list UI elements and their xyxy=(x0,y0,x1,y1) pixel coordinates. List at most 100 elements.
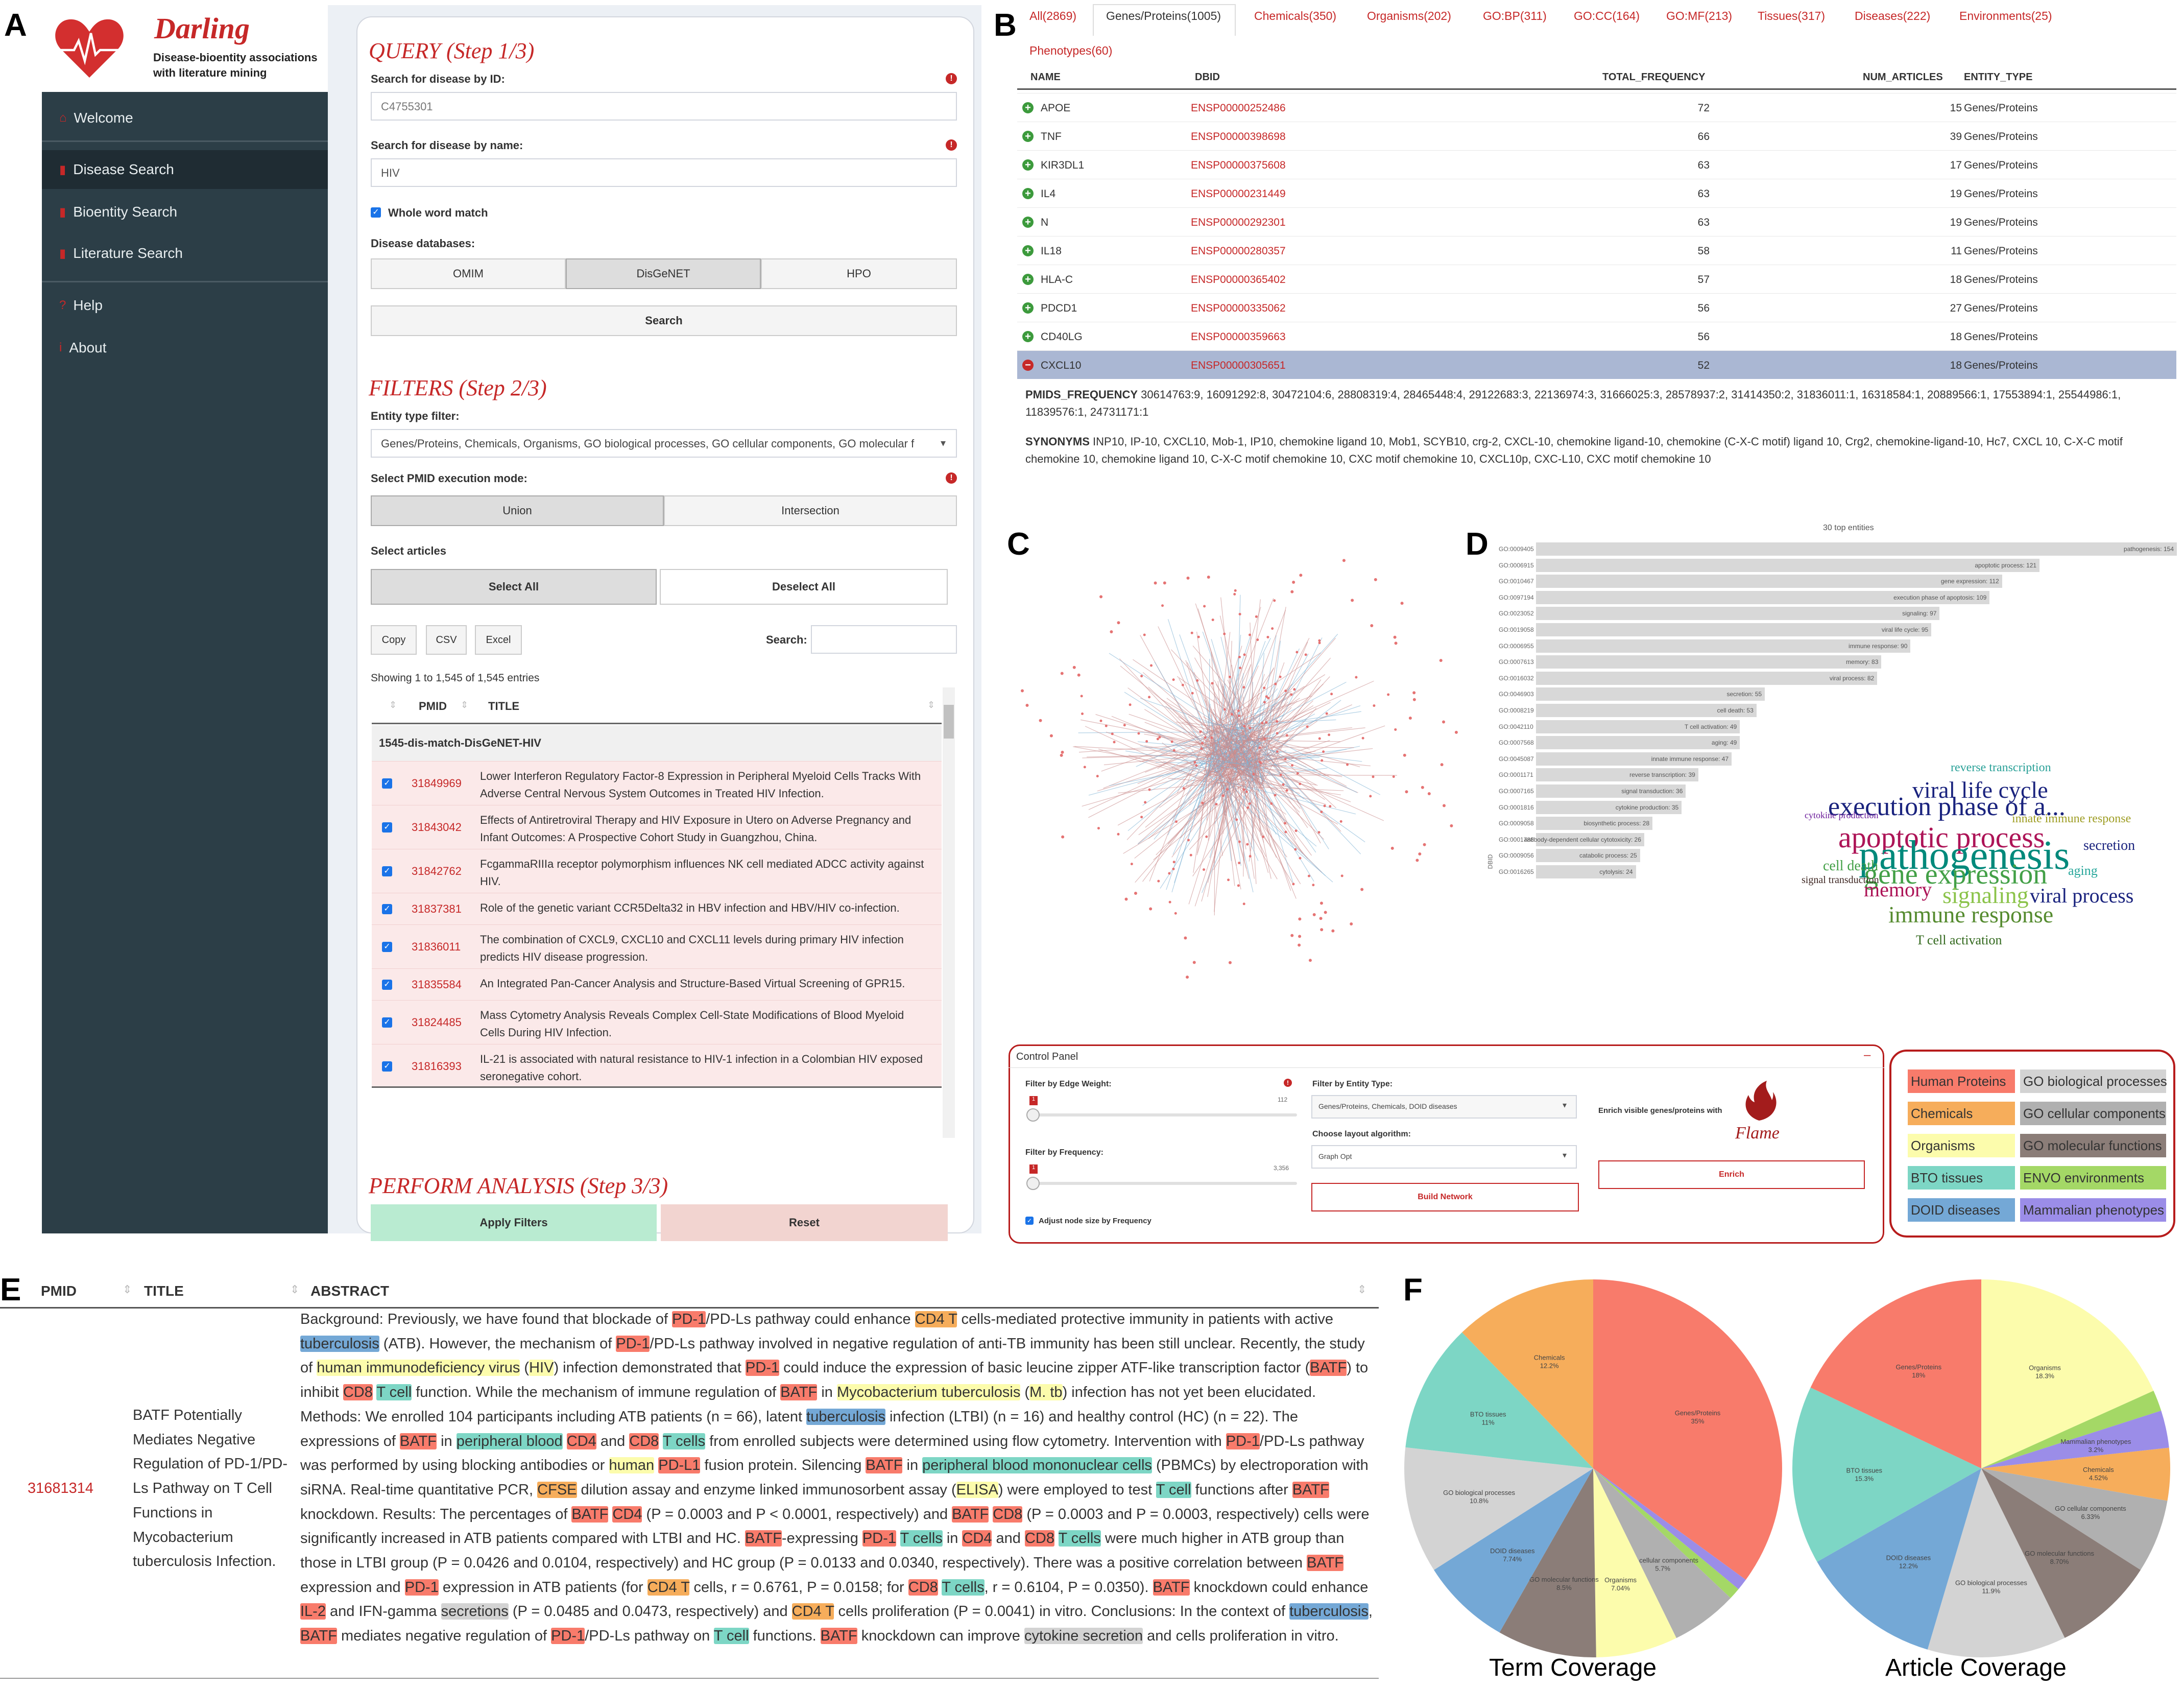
entity-highlight[interactable]: PD-1 xyxy=(616,1335,650,1352)
cell-dbid[interactable]: ENSP00000375608 xyxy=(1191,159,1286,171)
reset-button[interactable]: Reset xyxy=(661,1204,948,1241)
bar[interactable]: cytokine production: 35 xyxy=(1536,800,1682,814)
info-icon[interactable]: ! xyxy=(946,73,957,84)
app-logo[interactable]: Darling Disease-bioentity associations w… xyxy=(42,5,328,92)
table-search-input[interactable] xyxy=(811,625,957,654)
entity-highlight[interactable]: T cells xyxy=(1058,1530,1101,1547)
col-title[interactable]: TITLE xyxy=(144,1283,184,1299)
row-pmid[interactable]: 31836011 xyxy=(412,940,461,953)
disease-id-input[interactable]: C4755301 xyxy=(371,92,957,121)
entity-highlight[interactable]: T cells xyxy=(662,1433,706,1449)
bar[interactable]: catabolic process: 25 xyxy=(1536,849,1640,863)
row-pmid[interactable]: 31843042 xyxy=(412,821,462,834)
table-row[interactable]: + KIR3DL1 ENSP00000375608 63 17 Genes/Protein… xyxy=(1017,150,2176,179)
expand-icon[interactable]: + xyxy=(1022,188,1034,199)
entity-highlight[interactable]: CD8 xyxy=(1024,1530,1054,1547)
row-checkbox[interactable]: ✓ xyxy=(382,822,392,833)
disease-name-input[interactable]: HIV xyxy=(371,158,957,187)
bar[interactable]: reverse transcription: 39 xyxy=(1536,768,1698,782)
entity-highlight[interactable]: Mycobacterium tuberculosis xyxy=(836,1384,1021,1401)
entity-highlight[interactable]: BATF xyxy=(780,1384,818,1401)
entity-highlight[interactable]: peripheral blood mononuclear cells xyxy=(922,1457,1152,1474)
whole-word-checkbox[interactable]: ✓ xyxy=(371,207,381,218)
entity-highlight[interactable]: CD8 xyxy=(629,1433,659,1449)
entity-highlight[interactable]: PD-1 xyxy=(746,1360,780,1376)
expand-icon[interactable]: + xyxy=(1022,159,1034,171)
table-row[interactable]: + HLA-C ENSP00000365402 57 18 Genes/Proteins xyxy=(1017,265,2176,293)
col-entity-type[interactable]: ENTITY_TYPE xyxy=(1964,72,2033,83)
bar[interactable]: cell death: 53 xyxy=(1536,704,1757,717)
sidebar-item-about[interactable]: i About xyxy=(42,328,328,367)
excel-button[interactable]: Excel xyxy=(475,625,522,655)
scrollbar-thumb[interactable] xyxy=(944,705,954,739)
cell-dbid[interactable]: ENSP00000252486 xyxy=(1191,102,1286,114)
tab-gomf[interactable]: GO:MF(213) xyxy=(1666,9,1733,22)
entity-highlight[interactable]: BATF xyxy=(820,1628,857,1645)
cell-dbid[interactable]: ENSP00000305651 xyxy=(1191,360,1286,371)
col-total-frequency[interactable]: TOTAL_FREQUENCY xyxy=(1602,72,1706,83)
col-title[interactable]: TITLE xyxy=(488,700,520,712)
layout-select[interactable]: Graph Opt xyxy=(1311,1145,1577,1169)
search-button[interactable]: Search xyxy=(371,305,957,336)
article-row[interactable]: ✓ 31849969 Lower Interferon Regulatory Fac… xyxy=(372,761,942,805)
entity-highlight[interactable]: IL-2 xyxy=(300,1603,326,1620)
entity-filter-select[interactable]: Genes/Proteins, Chemicals, Organisms, GO… xyxy=(371,429,957,458)
table-row[interactable]: + IL4 ENSP00000231449 63 19 Genes/Proteins xyxy=(1017,179,2176,207)
cell-dbid[interactable]: ENSP00000335062 xyxy=(1191,302,1286,314)
deselect-all-button[interactable]: Deselect All xyxy=(660,569,948,605)
sidebar-item-welcome[interactable]: ⌂ Welcome xyxy=(42,99,328,137)
bar[interactable]: secretion: 55 xyxy=(1536,687,1765,701)
expand-icon[interactable]: + xyxy=(1022,245,1034,256)
slider-handle[interactable] xyxy=(1026,1177,1040,1190)
bar[interactable]: aging: 49 xyxy=(1536,736,1740,750)
cell-dbid[interactable]: ENSP00000292301 xyxy=(1191,217,1286,228)
entity-highlight[interactable]: CD8 xyxy=(993,1506,1023,1523)
expand-icon[interactable]: + xyxy=(1022,217,1034,228)
info-icon[interactable]: ! xyxy=(946,139,957,151)
network-graph[interactable] xyxy=(1001,521,1460,991)
entity-highlight[interactable]: PD-1 xyxy=(1226,1433,1260,1449)
bar[interactable]: signaling: 97 xyxy=(1536,607,1940,621)
tab-organisms[interactable]: Organisms(202) xyxy=(1367,9,1451,22)
article-row[interactable]: ✓ 31824485 Mass Cytometry Analysis Reveals… xyxy=(372,1000,942,1044)
select-all-button[interactable]: Select All xyxy=(371,569,657,605)
table-row[interactable]: + IL18 ENSP00000280357 58 11 Genes/Proteins xyxy=(1017,236,2176,265)
tab-all[interactable]: All(2869) xyxy=(1029,9,1077,22)
bar[interactable]: pathogenesis: 154 xyxy=(1536,542,2177,556)
bar[interactable]: memory: 83 xyxy=(1536,655,1882,669)
cell-dbid[interactable]: ENSP00000365402 xyxy=(1191,274,1286,286)
tab-diseases[interactable]: Diseases(222) xyxy=(1855,9,1931,22)
article-row[interactable]: ✓ 31842762 FcgammaRIIIa receptor polymorph… xyxy=(372,849,942,893)
expand-icon[interactable]: + xyxy=(1022,102,1034,113)
entity-highlight[interactable]: M. tb xyxy=(1029,1384,1063,1401)
scrollbar[interactable] xyxy=(943,687,955,1138)
db-hpo-button[interactable]: HPO xyxy=(761,258,957,289)
cell-dbid[interactable]: ENSP00000231449 xyxy=(1191,188,1286,200)
tab-gocc[interactable]: GO:CC(164) xyxy=(1574,9,1640,22)
frequency-slider[interactable] xyxy=(1031,1182,1297,1185)
col-dbid[interactable]: DBID xyxy=(1195,72,1220,83)
entity-highlight[interactable]: CD4 T xyxy=(647,1579,690,1596)
col-num-articles[interactable]: NUM_ARTICLES xyxy=(1863,72,1943,83)
abstract-pmid[interactable]: 31681314 xyxy=(28,1480,94,1496)
bar[interactable]: immune response: 90 xyxy=(1536,639,1911,653)
entity-highlight[interactable]: BATF xyxy=(400,1433,437,1449)
row-checkbox[interactable]: ✓ xyxy=(382,866,392,876)
sidebar-item-help[interactable]: ? Help xyxy=(42,286,328,325)
entity-highlight[interactable]: T cell xyxy=(1156,1481,1191,1498)
col-pmid[interactable]: PMID xyxy=(419,700,447,712)
entity-highlight[interactable]: BATF xyxy=(866,1457,903,1474)
entity-type-select[interactable]: Genes/Proteins, Chemicals, DOID diseases xyxy=(1311,1095,1577,1119)
entity-highlight[interactable]: CFSE xyxy=(537,1481,577,1498)
entity-highlight[interactable]: BATF xyxy=(745,1530,782,1547)
row-checkbox[interactable]: ✓ xyxy=(382,904,392,914)
entity-highlight[interactable]: peripheral blood xyxy=(456,1433,563,1449)
entity-highlight[interactable]: cytokine secretion xyxy=(1024,1628,1143,1645)
expand-icon[interactable]: + xyxy=(1022,331,1034,342)
entity-highlight[interactable]: tuberculosis xyxy=(300,1335,379,1352)
entity-highlight[interactable]: T cells xyxy=(942,1579,985,1596)
cell-dbid[interactable]: ENSP00000398698 xyxy=(1191,131,1286,142)
expand-icon[interactable]: + xyxy=(1022,274,1034,285)
table-row[interactable]: + APOE ENSP00000252486 72 15 Genes/Proteins xyxy=(1017,93,2176,122)
table-row[interactable]: + TNF ENSP00000398698 66 39 Genes/Proteins xyxy=(1017,122,2176,150)
